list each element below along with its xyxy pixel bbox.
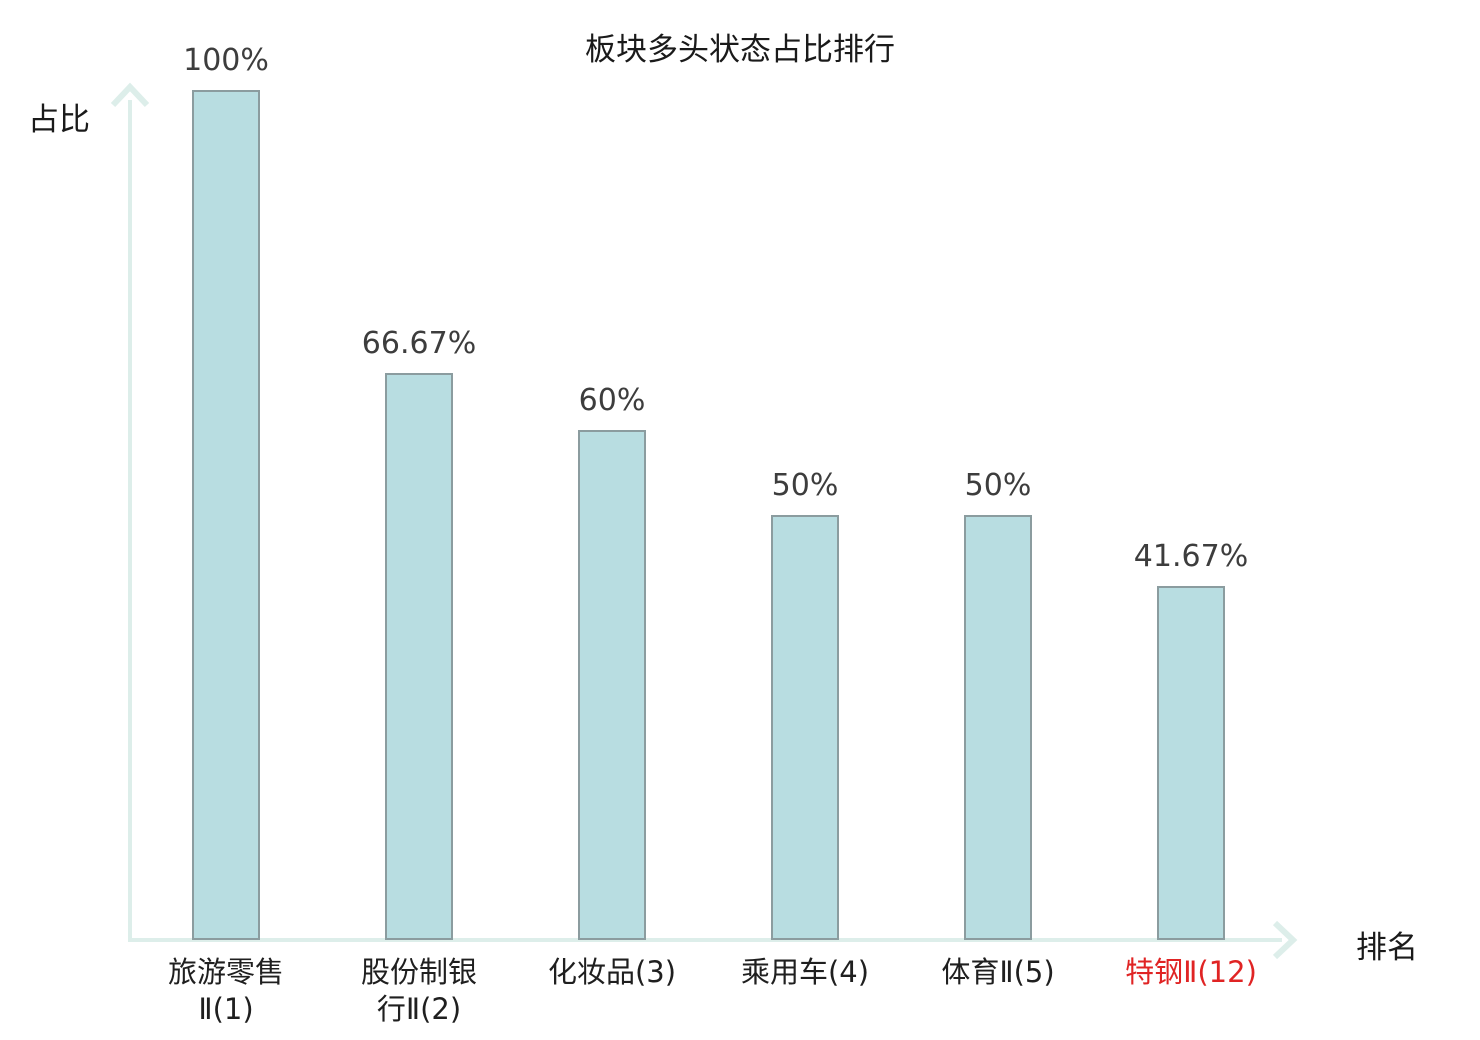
bar-value-label: 50% [964,468,1032,503]
bar-value-label: 60% [578,383,646,418]
bar-category-label: 体育Ⅱ(5) [941,955,1055,989]
bar-category-label: 乘用车(4) [740,955,870,989]
bar [964,515,1032,940]
bar [1157,586,1225,940]
bar [578,430,646,940]
bar-value-label: 41.67% [1133,539,1249,574]
bar-value-label: 50% [771,468,839,503]
bar-value-label: 100% [183,43,269,78]
x-axis-arrow-icon [1272,920,1298,960]
y-axis-label: 占比 [28,102,90,138]
x-axis-label: 排名 [1356,930,1418,966]
bar-category-label: 特钢Ⅱ(12) [1125,955,1257,989]
bar-category-label: 化妆品(3) [547,955,677,989]
bar-value-label: 66.67% [361,326,477,361]
bar [385,373,453,940]
bar [192,90,260,940]
chart-title: 板块多头状态占比排行 [585,32,895,68]
y-axis-arrow-icon [110,82,150,108]
bar-category-label: 旅游零售 Ⅱ(1) [167,955,285,1026]
bar [771,515,839,940]
bar-category-label: 股份制银 行Ⅱ(2) [360,955,478,1026]
